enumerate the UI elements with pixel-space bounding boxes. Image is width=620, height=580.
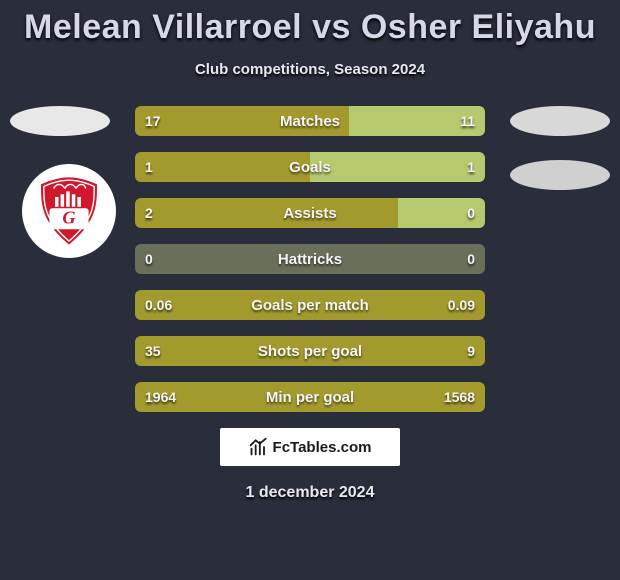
stat-label: Shots per goal (135, 336, 485, 366)
stat-label: Matches (135, 106, 485, 136)
stat-label: Goals per match (135, 290, 485, 320)
page-title: Melean Villarroel vs Osher Eliyahu (0, 0, 620, 47)
stat-label: Assists (135, 198, 485, 228)
stat-row: 0.060.09Goals per match (135, 290, 485, 320)
stat-label: Goals (135, 152, 485, 182)
stat-row: 20Assists (135, 198, 485, 228)
stat-row: 359Shots per goal (135, 336, 485, 366)
attribution-badge: FcTables.com (220, 428, 400, 466)
svg-text:G: G (62, 208, 75, 228)
stat-row: 19641568Min per goal (135, 382, 485, 412)
player-left-badge-ellipse (10, 106, 110, 136)
stat-label: Hattricks (135, 244, 485, 274)
stat-row: 11Goals (135, 152, 485, 182)
player-right-badge-ellipse-1 (510, 106, 610, 136)
comparison-container: G 1711Matches 11Goals 20Assists 00Hattricks… (0, 106, 620, 502)
stat-rows: 1711Matches 11Goals 20Assists 00Hattricks 0.… (135, 106, 485, 412)
player-right-badge-ellipse-2 (510, 160, 610, 190)
stat-row: 1711Matches (135, 106, 485, 136)
chart-icon (249, 437, 269, 457)
date-text: 1 december 2024 (0, 484, 620, 502)
attribution-text: FcTables.com (273, 439, 372, 456)
subtitle: Club competitions, Season 2024 (0, 61, 620, 78)
stat-row: 00Hattricks (135, 244, 485, 274)
player-left-club-crest: G (22, 164, 116, 258)
crest-icon: G (34, 176, 104, 246)
stat-label: Min per goal (135, 382, 485, 412)
